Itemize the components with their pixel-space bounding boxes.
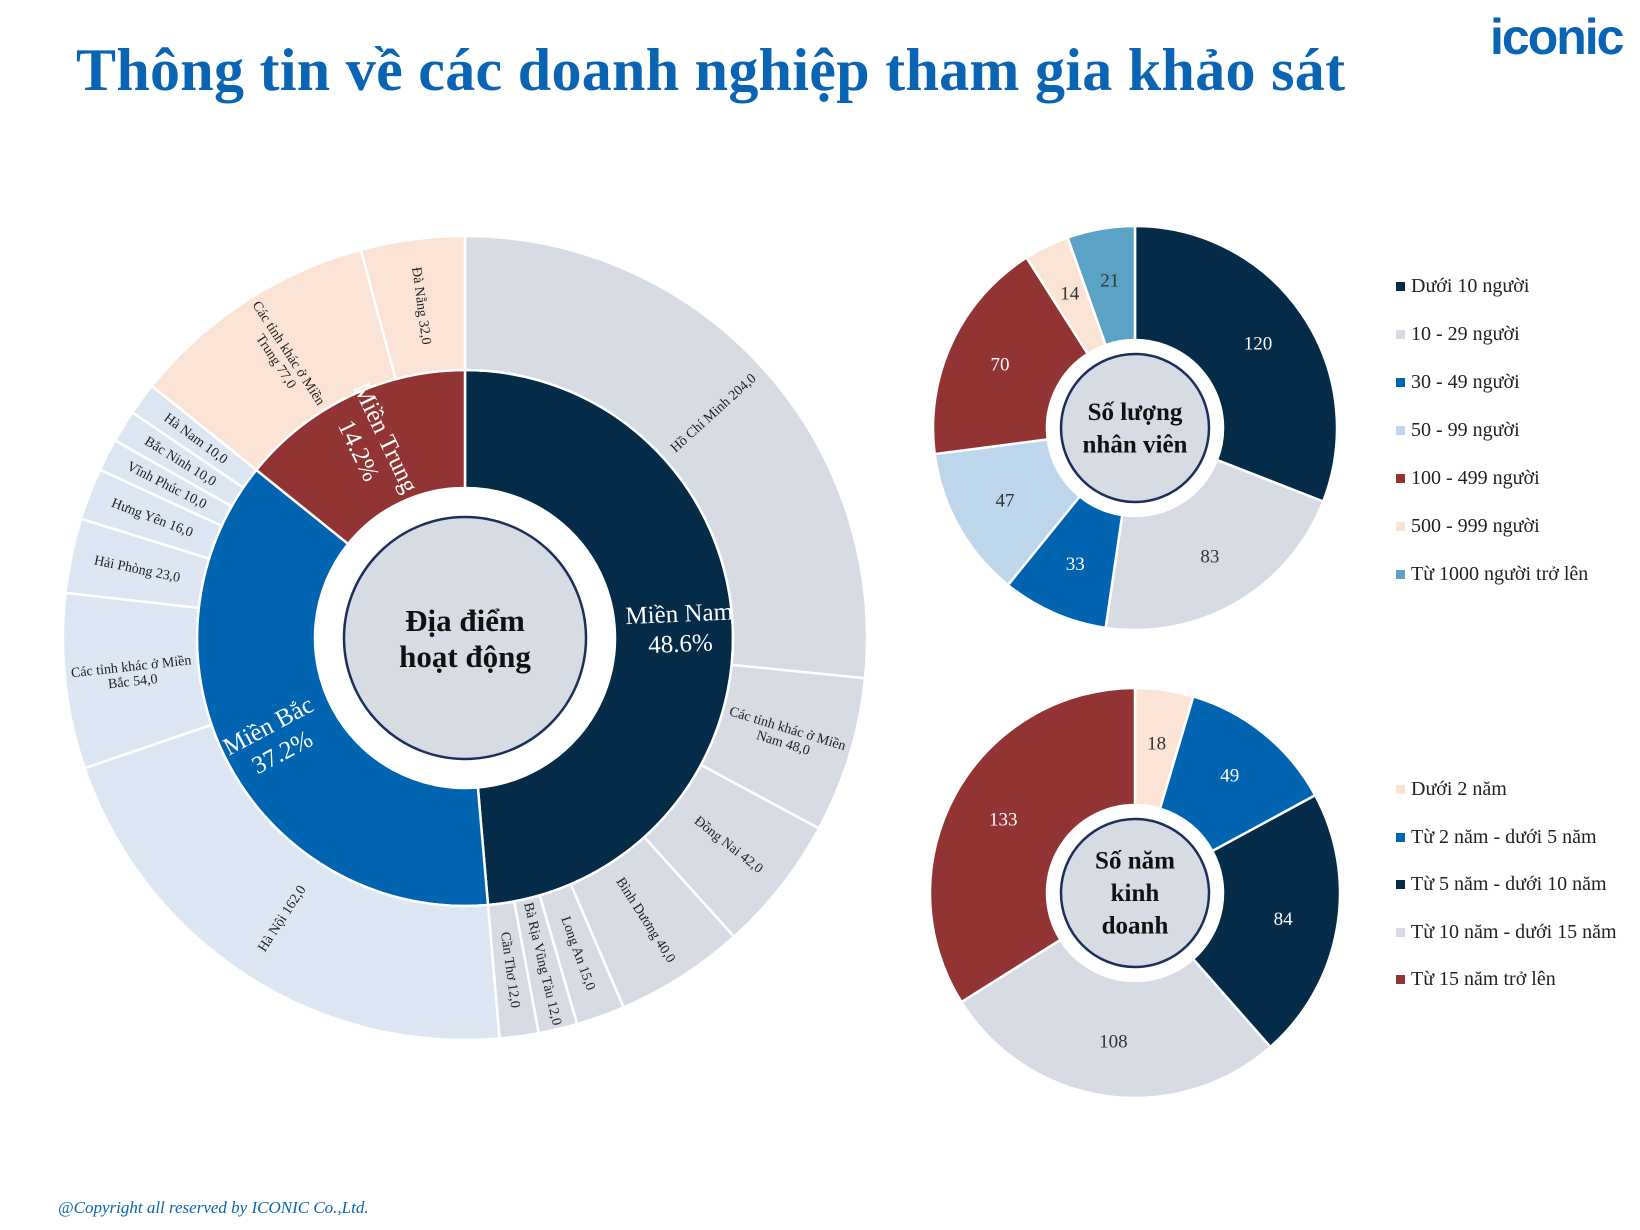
business-years-legend: Dưới 2 năm Từ 2 năm - dưới 5 năm Từ 5 năm … bbox=[1396, 766, 1617, 1004]
legend-item: Dưới 10 người bbox=[1396, 262, 1588, 310]
donut-slice bbox=[1133, 224, 1339, 504]
legend-swatch bbox=[1396, 281, 1405, 291]
center-label: Số lượng nhân viên bbox=[1083, 398, 1188, 458]
region-label: Miền Nam48.6% bbox=[625, 598, 736, 660]
center-circle bbox=[1059, 817, 1211, 969]
donut-slice bbox=[1066, 224, 1137, 347]
slice-value-label: 120 bbox=[1244, 333, 1273, 354]
legend-swatch bbox=[1396, 927, 1405, 937]
slice-value-label: 83 bbox=[1200, 546, 1219, 567]
legend-item: 500 - 999 người bbox=[1396, 502, 1588, 550]
legend-label: Dưới 10 người bbox=[1411, 274, 1530, 297]
province-segment bbox=[83, 723, 501, 1042]
donut-slice bbox=[928, 686, 1137, 1004]
legend-item: Từ 10 năm - dưới 15 năm bbox=[1396, 909, 1617, 957]
legend-label: Từ 5 năm - dưới 10 năm bbox=[1411, 873, 1607, 896]
donut-slice bbox=[959, 938, 1273, 1100]
legend-item: Từ 2 năm - dưới 5 năm bbox=[1396, 814, 1617, 862]
legend-swatch bbox=[1396, 880, 1405, 890]
legend-label: 100 - 499 người bbox=[1411, 466, 1540, 489]
legend-label: Dưới 2 năm bbox=[1411, 778, 1507, 801]
employee-count-legend: Dưới 10 người 10 - 29 người 30 - 49 người 5… bbox=[1396, 262, 1588, 598]
center-label: Số năm kinh doanh bbox=[1095, 847, 1175, 939]
center-circle bbox=[1059, 352, 1211, 504]
slice-value-label: 49 bbox=[1220, 766, 1239, 787]
slice-value-label: 84 bbox=[1274, 909, 1294, 930]
slice-value-label: 14 bbox=[1060, 284, 1080, 305]
legend-item: Từ 1000 người trở lên bbox=[1396, 550, 1588, 598]
legend-label: 30 - 49 người bbox=[1411, 370, 1520, 393]
legend-label: 10 - 29 người bbox=[1411, 322, 1520, 345]
legend-item: 30 - 49 người bbox=[1396, 358, 1588, 406]
donut-slice bbox=[1104, 458, 1325, 632]
legend-item: 50 - 99 người bbox=[1396, 406, 1588, 454]
slice-value-label: 18 bbox=[1147, 734, 1166, 755]
legend-label: 500 - 999 người bbox=[1411, 514, 1540, 537]
slice-value-label: 21 bbox=[1100, 271, 1119, 292]
legend-swatch bbox=[1396, 425, 1405, 435]
center-circle bbox=[342, 515, 588, 761]
legend-swatch bbox=[1396, 785, 1405, 795]
legend-label: Từ 15 năm trở lên bbox=[1411, 968, 1556, 991]
legend-label: Từ 2 năm - dưới 5 năm bbox=[1411, 825, 1597, 848]
donut-slice bbox=[1191, 793, 1342, 1049]
donut-slice bbox=[931, 255, 1090, 456]
copyright-text: @Copyright all reserved by ICONIC Co.,Lt… bbox=[58, 1198, 369, 1217]
iconic-logo: iconic bbox=[1490, 9, 1624, 65]
legend-label: Từ 1000 người trở lên bbox=[1411, 562, 1589, 585]
legend-swatch bbox=[1396, 975, 1405, 985]
slice-value-label: 47 bbox=[995, 490, 1014, 511]
page-title: Thông tin về các doanh nghiệp tham gia k… bbox=[76, 37, 1346, 103]
legend-swatch bbox=[1396, 377, 1405, 387]
employee-count-donut-chart: 120 83 33 47 70 14 21 Số lượng nhân viên bbox=[931, 224, 1339, 632]
legend-swatch bbox=[1396, 521, 1405, 531]
province-segment bbox=[359, 234, 467, 381]
donut-slice bbox=[1158, 694, 1317, 853]
slice-value-label: 33 bbox=[1066, 554, 1085, 575]
province-segment bbox=[463, 234, 869, 680]
legend-item: 10 - 29 người bbox=[1396, 310, 1588, 358]
slice-value-label: 133 bbox=[989, 810, 1018, 831]
legend-swatch bbox=[1396, 569, 1405, 579]
legend-swatch bbox=[1396, 329, 1405, 339]
slice-value-label: 108 bbox=[1099, 1031, 1128, 1052]
legend-item: Từ 5 năm - dưới 10 năm bbox=[1396, 861, 1617, 909]
legend-swatch bbox=[1396, 473, 1405, 483]
legend-item: 100 - 499 người bbox=[1396, 454, 1588, 502]
center-label: Địa điểm hoạt động bbox=[399, 603, 531, 674]
legend-label: Từ 10 năm - dưới 15 năm bbox=[1411, 920, 1617, 943]
legend-item: Từ 15 năm trở lên bbox=[1396, 956, 1617, 1004]
legend-label: 50 - 99 người bbox=[1411, 418, 1520, 441]
legend-swatch bbox=[1396, 832, 1405, 842]
slice-value-label: 70 bbox=[991, 354, 1010, 375]
legend-item: Dưới 2 năm bbox=[1396, 766, 1617, 814]
business-years-donut-chart: 18 49 84 108 133 Số năm kinh doanh bbox=[928, 686, 1342, 1100]
